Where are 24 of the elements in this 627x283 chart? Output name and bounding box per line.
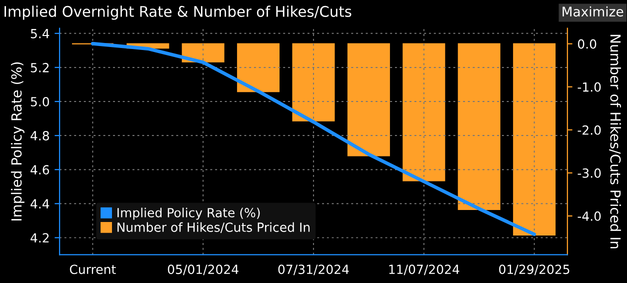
x-tick-label: 05/01/2024 — [168, 264, 238, 276]
y-axis-title: Implied Policy Rate (%) — [10, 62, 24, 220]
y2-tick-label: -3.0 — [578, 168, 601, 178]
y2-tick-label: 0.0 — [578, 39, 596, 49]
y-tick-label: 4.4 — [30, 199, 50, 208]
y-tick-label: 5.4 — [30, 29, 50, 38]
y-tick-label: 4.6 — [30, 165, 50, 175]
text: Maximize — [562, 6, 624, 17]
line-series — [90, 42, 536, 236]
y-tick-label: 4.2 — [30, 233, 49, 242]
y2-axis-title: Number of Hikes/Cuts Priced In — [609, 34, 621, 248]
x-tick-label: 11/07/2024 — [389, 264, 460, 276]
legend-label: Number of Hikes/Cuts Priced In — [118, 222, 310, 233]
legend-label: Implied Policy Rate (%) — [118, 208, 260, 220]
y-tick-label: 5.0 — [30, 96, 50, 106]
y2-tick-label: -2.0 — [578, 125, 601, 135]
y-tick-label: 5.2 — [30, 62, 49, 72]
x-tick-label: 07/31/2024 — [278, 264, 349, 276]
y2-tick-label: -1.0 — [578, 82, 601, 92]
y-tick-label: 4.8 — [30, 131, 49, 140]
chart-title: Implied Overnight Rate & Number of Hikes/Cuts — [4, 6, 352, 20]
x-tick-label: Current — [70, 264, 116, 274]
y2-tick-label: -4.0 — [578, 211, 601, 221]
x-tick-label: 01/29/2025 — [499, 264, 570, 276]
